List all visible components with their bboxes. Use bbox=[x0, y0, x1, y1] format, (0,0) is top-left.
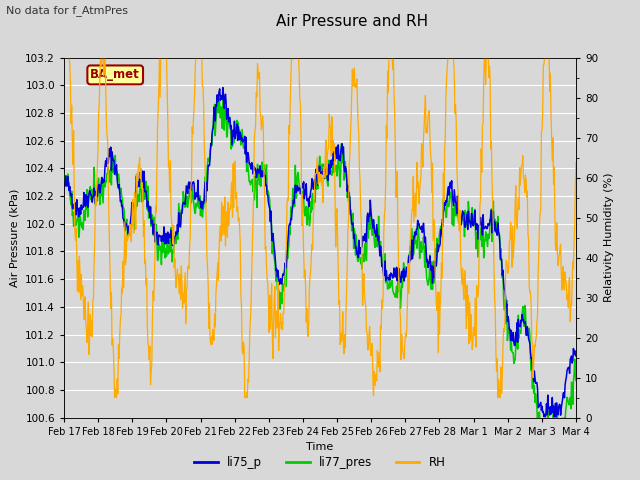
Text: Air Pressure and RH: Air Pressure and RH bbox=[276, 14, 428, 29]
Text: No data for f_AtmPres: No data for f_AtmPres bbox=[6, 5, 129, 16]
X-axis label: Time: Time bbox=[307, 442, 333, 452]
Legend: li75_p, li77_pres, RH: li75_p, li77_pres, RH bbox=[189, 452, 451, 474]
Y-axis label: Relativity Humidity (%): Relativity Humidity (%) bbox=[604, 173, 614, 302]
Text: BA_met: BA_met bbox=[90, 68, 140, 82]
Y-axis label: Air Pressure (kPa): Air Pressure (kPa) bbox=[10, 189, 20, 287]
